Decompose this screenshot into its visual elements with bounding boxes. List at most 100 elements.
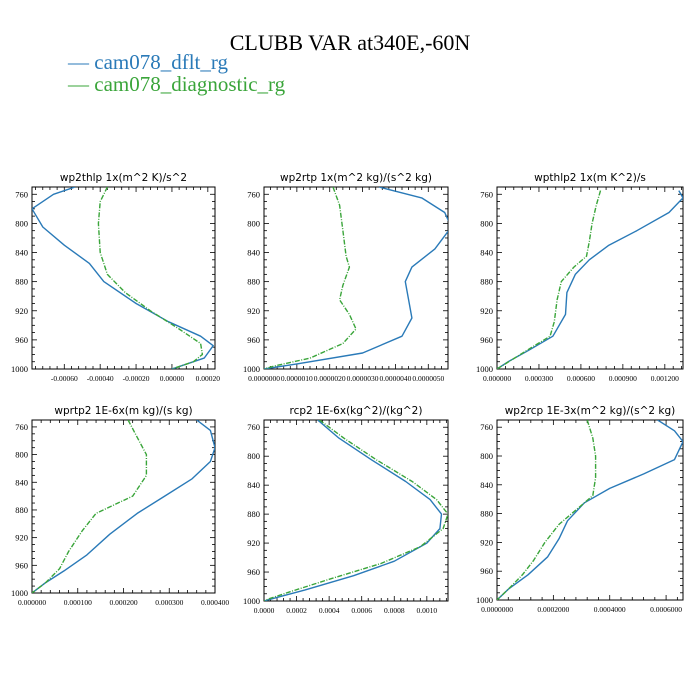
ytick-label: 920 [15, 306, 28, 316]
panel-0: 760 800 840 880 920 960 1000 -0.00060 -0.00040 -0… [11, 172, 220, 383]
xtick-label: 0.0004 [319, 606, 340, 615]
ytick-label: 1000 [243, 364, 260, 374]
series-line-dflt [264, 420, 443, 601]
ytick-label: 840 [247, 248, 260, 258]
xtick-label: 0.00000 [160, 374, 185, 383]
xtick-label: 0.000300 [525, 374, 553, 383]
ytick-label: 920 [15, 533, 28, 543]
ytick-label: 800 [480, 218, 493, 228]
ytick-label: 960 [480, 335, 493, 345]
series-line-dflt [32, 187, 214, 369]
ytick-label: 880 [247, 277, 260, 287]
xtick-label: 0.0006 [351, 606, 372, 615]
xtick-label: 0.0010 [417, 606, 438, 615]
xtick-label: 0.001200 [651, 374, 679, 383]
xtick-label: 0.000200 [109, 598, 137, 607]
xtick-label: 0.0002000 [537, 605, 569, 614]
xtick-label: 0.000000 [483, 374, 511, 383]
ytick-label: 880 [15, 277, 28, 287]
ytick-label: 960 [247, 335, 260, 345]
ytick-label: 1000 [243, 596, 260, 606]
ytick-label: 1000 [476, 595, 493, 605]
xtick-label: 0.00020 [196, 374, 221, 383]
xtick-label: 0.000600 [567, 374, 595, 383]
series-line-diagnostic [497, 190, 602, 369]
panel-title: wprtp2 1E-6x(m kg)/(s kg) [54, 405, 192, 417]
xtick-label: 0.000900 [609, 374, 637, 383]
ytick-label: 1000 [11, 588, 28, 598]
series-line-dflt [32, 420, 215, 593]
series-line-dflt [497, 420, 683, 600]
ytick-label: 960 [480, 566, 493, 576]
ytick-label: 800 [15, 218, 28, 228]
plot-frame [31, 419, 216, 594]
ytick-label: 920 [480, 537, 493, 547]
ytick-label: 840 [15, 248, 28, 258]
xtick-label: 0.0000010 [281, 374, 313, 383]
ytick-label: 840 [480, 480, 493, 490]
xtick-label: -0.00020 [123, 374, 150, 383]
xtick-label: 0.0000 [254, 606, 275, 615]
xtick-label: -0.00060 [51, 374, 78, 383]
ytick-label: 880 [247, 509, 260, 519]
ytick-label: 1000 [11, 364, 28, 374]
ytick-label: 760 [247, 189, 260, 199]
ytick-label: 840 [15, 477, 28, 487]
series-line-dflt [497, 190, 683, 369]
series-line-diagnostic [264, 187, 357, 369]
ytick-label: 920 [480, 306, 493, 316]
ytick-label: 880 [15, 505, 28, 515]
panel-title: wp2thlp 1x(m^2 K)/s^2 [60, 172, 187, 184]
xtick-label: 0.000400 [201, 598, 229, 607]
ytick-label: 760 [15, 189, 28, 199]
xtick-label: 0.0000000 [481, 605, 513, 614]
xtick-label: 0.0000000 [248, 374, 280, 383]
ytick-label: 880 [480, 509, 493, 519]
ytick-label: 800 [247, 451, 260, 461]
panel-title: wp2rtp 1x(m^2 kg)/(s^2 kg) [280, 172, 432, 184]
ytick-label: 760 [480, 422, 493, 432]
ytick-label: 960 [247, 567, 260, 577]
ytick-label: 760 [247, 422, 260, 432]
legend-entry-diagnostic: — cam078_diagnostic_rg [68, 72, 286, 96]
legend-entry-dflt: — cam078_dflt_rg [68, 50, 229, 74]
ytick-label: 960 [15, 560, 28, 570]
ytick-label: 760 [480, 189, 493, 199]
ytick-label: 800 [15, 450, 28, 460]
xtick-label: 0.0000020 [314, 374, 346, 383]
figure-title: CLUBB VAR at340E,-60N [229, 30, 471, 55]
xtick-label: 0.000000 [18, 598, 46, 607]
ytick-label: 920 [247, 538, 260, 548]
ytick-label: 880 [480, 277, 493, 287]
ytick-label: 800 [247, 218, 260, 228]
plot-frame [496, 419, 684, 601]
plot-frame [496, 186, 684, 370]
panel-title: wp2rcp 1E-3x(m^2 kg)/(s^2 kg) [505, 405, 676, 417]
ytick-label: 840 [247, 480, 260, 490]
panel-title: rcp2 1E-6x(kg^2)/(kg^2) [290, 405, 423, 417]
series-line-dflt [264, 187, 448, 369]
ytick-label: 920 [247, 306, 260, 316]
series-line-diagnostic [32, 420, 148, 593]
series-line-diagnostic [264, 420, 448, 601]
xtick-label: 0.0008 [384, 606, 405, 615]
series-line-diagnostic [497, 420, 597, 600]
xtick-label: 0.0000050 [412, 374, 444, 383]
xtick-label: 0.0002 [286, 606, 307, 615]
panel-title: wpthlp2 1x(m K^2)/s [534, 172, 646, 184]
ytick-label: 1000 [476, 364, 493, 374]
xtick-label: 0.0004000 [594, 605, 626, 614]
ytick-label: 760 [15, 422, 28, 432]
xtick-label: 0.0000030 [347, 374, 379, 383]
ytick-label: 800 [480, 451, 493, 461]
xtick-label: -0.00040 [87, 374, 114, 383]
xtick-label: 0.0006000 [650, 605, 682, 614]
xtick-label: 0.000100 [64, 598, 92, 607]
xtick-label: 0.000300 [155, 598, 183, 607]
plot-frame [263, 186, 449, 370]
